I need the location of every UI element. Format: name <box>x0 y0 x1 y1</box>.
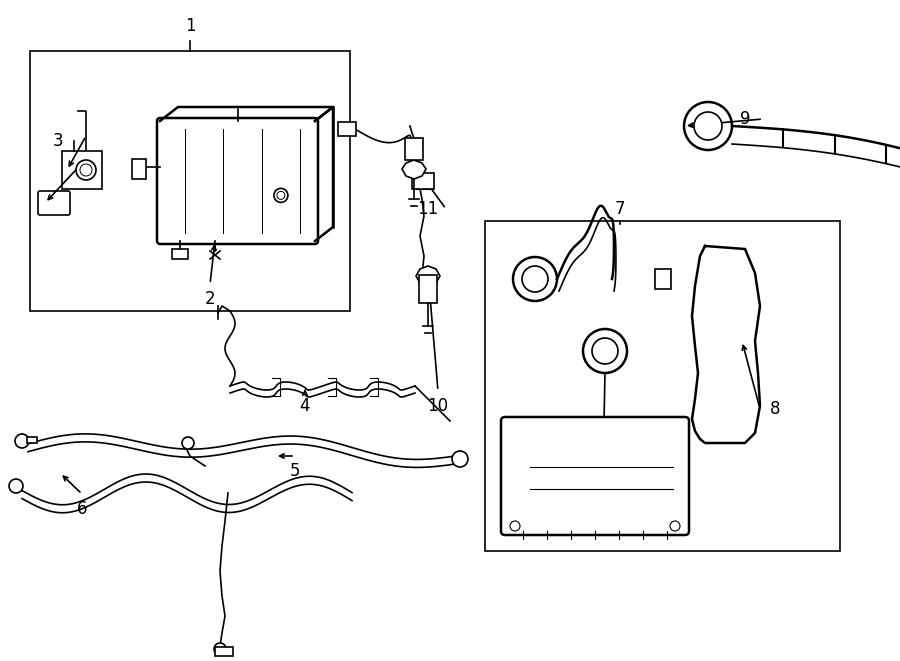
Text: 6: 6 <box>76 500 87 518</box>
Circle shape <box>274 188 288 202</box>
Text: 7: 7 <box>615 200 626 218</box>
FancyBboxPatch shape <box>38 191 70 215</box>
Circle shape <box>9 479 23 493</box>
Circle shape <box>670 521 680 531</box>
FancyBboxPatch shape <box>501 417 689 535</box>
Circle shape <box>452 451 468 467</box>
Circle shape <box>592 338 618 364</box>
Bar <box>27 437 37 443</box>
Bar <box>655 269 671 289</box>
Circle shape <box>80 164 92 176</box>
Text: 9: 9 <box>740 110 751 128</box>
Text: 2: 2 <box>204 290 215 308</box>
Bar <box>338 122 356 136</box>
Bar <box>30 51 350 311</box>
Text: 1: 1 <box>184 17 195 35</box>
Circle shape <box>277 192 285 200</box>
Bar <box>485 221 840 551</box>
Bar <box>405 138 423 160</box>
Bar <box>132 159 146 178</box>
Bar <box>172 249 188 259</box>
Circle shape <box>510 521 520 531</box>
Bar <box>215 647 233 656</box>
Text: 3: 3 <box>53 132 63 150</box>
Bar <box>419 275 437 303</box>
FancyBboxPatch shape <box>157 118 318 244</box>
Text: 4: 4 <box>300 397 310 415</box>
Circle shape <box>694 112 722 140</box>
Polygon shape <box>402 160 426 179</box>
Text: 8: 8 <box>770 400 780 418</box>
Circle shape <box>522 266 548 292</box>
Text: 11: 11 <box>418 200 438 218</box>
Bar <box>62 151 102 189</box>
Circle shape <box>76 160 96 180</box>
Circle shape <box>684 102 732 150</box>
Circle shape <box>182 437 194 449</box>
Text: 5: 5 <box>290 462 301 480</box>
Circle shape <box>583 329 627 373</box>
Circle shape <box>15 434 29 448</box>
Polygon shape <box>692 246 760 443</box>
Circle shape <box>513 257 557 301</box>
Bar <box>412 173 434 189</box>
Polygon shape <box>416 266 440 286</box>
Circle shape <box>214 643 226 655</box>
Text: 10: 10 <box>428 397 448 415</box>
